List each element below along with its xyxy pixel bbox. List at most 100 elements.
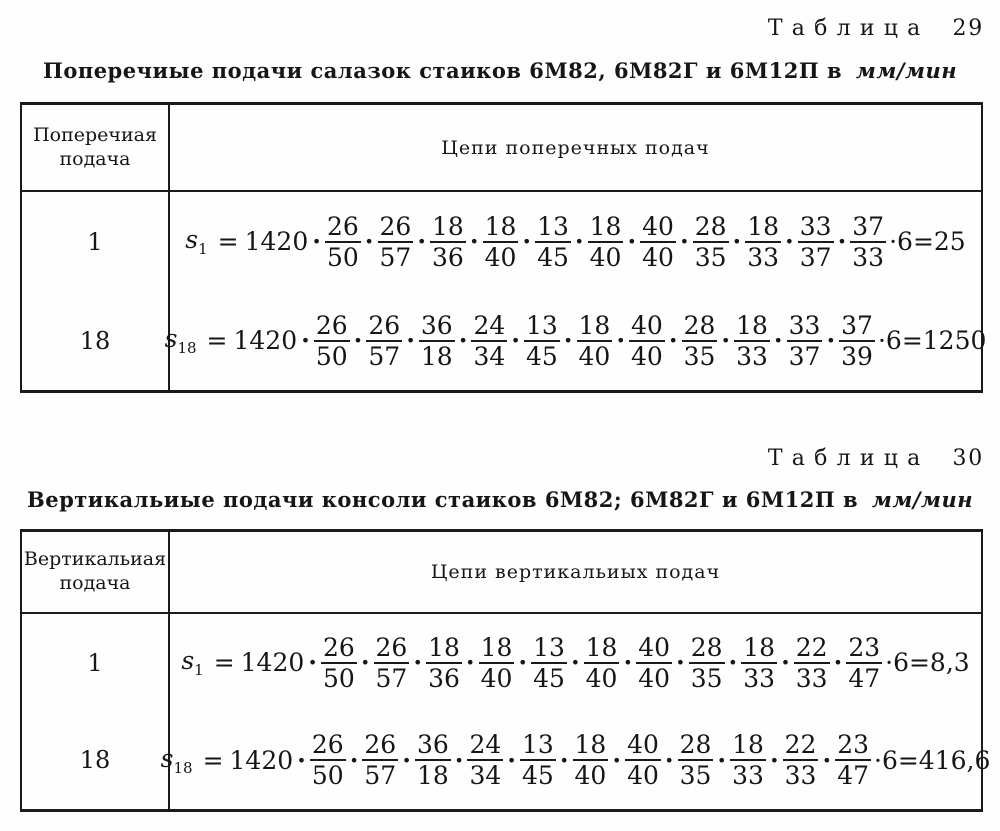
- fraction-denominator: 47: [837, 761, 869, 791]
- header-feed-line1: Поперечиая: [33, 123, 157, 146]
- fraction-denominator: 33: [852, 242, 885, 272]
- gear-ratio-fraction: 18 40: [572, 730, 609, 789]
- fraction-numerator: 37: [850, 211, 887, 243]
- fraction-numerator: 26: [373, 632, 410, 664]
- fraction-numerator: 33: [786, 310, 823, 342]
- table30-caption: Таблица 30: [768, 446, 984, 471]
- fraction-numerator: 23: [835, 730, 871, 762]
- table29-caption-number: 29: [952, 16, 984, 41]
- fraction-numerator: 18: [426, 632, 462, 664]
- table29-header-chains: Цепи поперечных подач: [170, 105, 981, 190]
- formula-result: ·6=416,6: [874, 745, 991, 775]
- formula-subscript: 18: [177, 339, 197, 357]
- formula-row-s1: s1 = 1420 · 26 50 · 26 57 · 18 36 · 18 40 · 13 45 · 18 40 · 40…: [170, 192, 981, 291]
- table30-header-row: Вертикальиая подача Цепи вертикальиых по…: [22, 532, 981, 614]
- feed-value: 1: [87, 648, 103, 677]
- equals-sign: =: [202, 745, 224, 775]
- gear-ratio-fraction: 13 45: [531, 634, 567, 692]
- fraction-numerator: 26: [309, 730, 346, 762]
- multiply-dot: ·: [454, 745, 464, 775]
- fraction-denominator: 40: [484, 242, 517, 272]
- gear-ratio-fraction: 28 35: [688, 634, 725, 693]
- gear-ratio-fraction: 40 40: [629, 312, 665, 370]
- fraction-numerator: 22: [793, 632, 830, 664]
- fraction-numerator: 26: [362, 730, 399, 762]
- fraction-numerator: 26: [321, 632, 357, 664]
- gear-ratio-fraction: 26 50: [321, 634, 357, 692]
- multiply-dot: ·: [732, 227, 742, 256]
- multiply-dot: ·: [717, 745, 727, 775]
- gear-ratio-fraction: 36 18: [414, 731, 451, 789]
- multiply-dot: ·: [570, 648, 580, 678]
- fraction-denominator: 40: [642, 242, 674, 272]
- fraction-numerator: 28: [677, 730, 714, 762]
- gear-ratio-fraction: 18 36: [430, 213, 466, 271]
- gear-ratio-fraction: 40 40: [640, 213, 676, 271]
- fraction-denominator: 34: [473, 341, 506, 371]
- formula-variable: s18: [160, 743, 193, 777]
- multiply-dot: ·: [612, 745, 622, 775]
- multiply-dot: ·: [349, 745, 359, 775]
- gear-ratio-fraction: 22 33: [782, 731, 819, 789]
- fraction-denominator: 57: [379, 242, 412, 272]
- multiply-dot: ·: [522, 227, 532, 256]
- fraction-denominator: 40: [638, 663, 670, 693]
- fraction-denominator: 34: [469, 761, 502, 791]
- fraction-numerator: 18: [745, 211, 782, 243]
- base-speed-value: 1420: [244, 227, 309, 256]
- multiply-dot: ·: [623, 648, 633, 678]
- gear-ratio-fraction: 18 36: [426, 634, 462, 692]
- equals-sign: =: [206, 326, 228, 355]
- multiply-dot: ·: [364, 227, 374, 256]
- fraction-numerator: 24: [467, 730, 504, 762]
- gear-ratio-fraction: 18 33: [730, 731, 766, 789]
- feed-value: 18: [79, 326, 111, 355]
- gear-ratio-fraction: 33 37: [786, 310, 823, 371]
- fraction-numerator: 13: [535, 211, 571, 243]
- base-speed-value: 1420: [240, 648, 305, 678]
- multiply-dot: ·: [308, 648, 317, 678]
- table30: Вертикальиая подача Цепи вертикальиых по…: [20, 529, 990, 812]
- gear-ratio-fraction: 26 57: [373, 632, 410, 692]
- fraction-numerator: 13: [520, 730, 556, 762]
- multiply-dot: ·: [627, 227, 637, 256]
- multiply-dot: ·: [728, 648, 738, 678]
- multiply-dot: ·: [837, 227, 847, 256]
- gear-ratio-fraction: 28 35: [677, 730, 714, 789]
- multiply-dot: ·: [301, 326, 310, 355]
- table30-caption-word: Таблица: [767, 446, 930, 471]
- formula-subscript: 1: [198, 240, 208, 258]
- gear-ratio-fraction: 13 45: [520, 731, 556, 789]
- fraction-denominator: 35: [690, 663, 723, 693]
- multiply-dot: ·: [353, 326, 363, 355]
- header-chains-label: Цепи поперечных подач: [441, 136, 710, 159]
- gear-ratio-fraction: 26 57: [366, 312, 403, 370]
- fraction-denominator: 40: [480, 663, 513, 693]
- fraction-denominator: 50: [311, 761, 344, 791]
- fraction-denominator: 37: [788, 341, 821, 371]
- fraction-numerator: 28: [692, 211, 729, 243]
- multiply-dot: ·: [458, 326, 468, 355]
- fraction-numerator: 37: [839, 310, 875, 342]
- fraction-denominator: 35: [683, 341, 716, 371]
- fraction-numerator: 18: [572, 730, 609, 762]
- gear-ratio-fraction: 24 34: [467, 730, 504, 791]
- fraction-numerator: 23: [846, 632, 883, 664]
- fraction-numerator: 18: [734, 310, 770, 342]
- feed-value: 18: [79, 746, 111, 775]
- gear-ratio-fraction: 23 47: [846, 632, 883, 692]
- fraction-numerator: 40: [640, 211, 676, 243]
- multiply-dot: ·: [402, 745, 411, 775]
- fraction-numerator: 40: [629, 310, 665, 342]
- table29: Поперечиая подача Цепи поперечных подач …: [20, 102, 986, 393]
- table30-header-feed: Вертикальиая подача: [22, 532, 170, 612]
- multiply-dot: ·: [679, 227, 689, 256]
- gear-ratio-fraction: 18 40: [587, 213, 624, 271]
- formula-variable: s18: [164, 324, 197, 357]
- table30-title: Вертикальиые подачи консоли стаиков 6М82…: [0, 487, 1000, 512]
- fraction-numerator: 18: [583, 632, 620, 664]
- gear-ratio-fraction: 18 40: [576, 312, 613, 370]
- formula-subscript: 1: [194, 661, 204, 680]
- table29-title: Поперечиые подачи салазок стаиков 6М82, …: [0, 58, 1000, 83]
- fraction-denominator: 50: [315, 341, 348, 371]
